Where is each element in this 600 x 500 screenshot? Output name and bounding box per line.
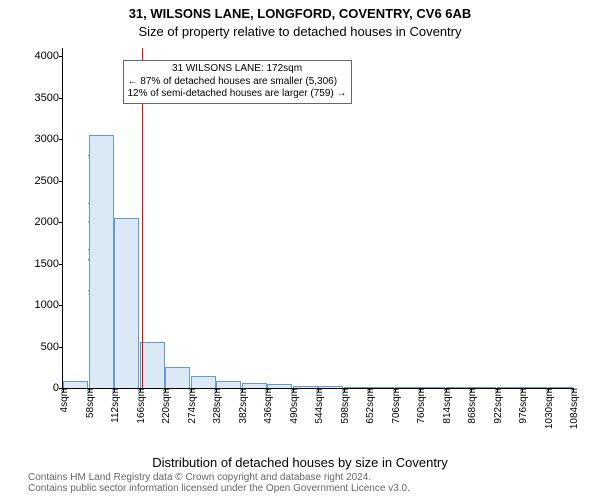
y-tick-mark [59,56,63,57]
y-tick-label: 1000 [35,299,59,311]
histogram-bar [89,135,114,388]
annotation-line-larger: 12% of semi-detached houses are larger (… [128,88,347,101]
x-tick-label: 814sqm [442,388,453,424]
annotation-title: 31 WILSONS LANE: 172sqm [128,63,347,76]
x-tick-label: 220sqm [161,388,172,424]
plot-area: 050010001500200025003000350040004sqm58sq… [62,48,573,389]
chart-title-line2: Size of property relative to detached ho… [0,24,600,39]
x-tick-label: 4sqm [59,388,70,412]
chart-container: { "title": { "line1": "31, WILSONS LANE,… [0,0,600,500]
x-axis-label: Distribution of detached houses by size … [0,455,600,470]
y-tick-label: 3500 [35,92,59,104]
x-tick-label: 382sqm [238,388,249,424]
x-tick-label: 112sqm [110,388,121,423]
x-tick-label: 976sqm [518,388,529,424]
x-tick-label: 706sqm [391,388,402,424]
x-tick-label: 544sqm [314,388,325,424]
y-tick-label: 2500 [35,175,59,187]
x-tick-label: 868sqm [467,388,478,424]
x-tick-label: 274sqm [187,388,198,424]
y-tick-label: 3000 [35,133,59,145]
x-tick-label: 436sqm [263,388,274,424]
annotation-box: 31 WILSONS LANE: 172sqm← 87% of detached… [123,60,352,104]
annotation-line-smaller: ← 87% of detached houses are smaller (5,… [128,76,347,89]
histogram-bar [63,381,88,388]
y-tick-mark [59,139,63,140]
y-tick-label: 2000 [35,216,59,228]
y-tick-mark [59,98,63,99]
x-tick-label: 1030sqm [544,388,555,429]
histogram-bar [191,376,216,388]
x-tick-label: 328sqm [212,388,223,424]
histogram-bar [216,381,241,388]
y-tick-label: 1500 [35,258,59,270]
footer-attribution: Contains HM Land Registry data © Crown c… [28,472,410,494]
x-tick-label: 922sqm [493,388,504,424]
histogram-bar [165,367,190,388]
y-tick-mark [59,347,63,348]
histogram-bar [114,218,139,388]
y-tick-mark [59,181,63,182]
y-tick-mark [59,305,63,306]
x-tick-label: 598sqm [340,388,351,424]
y-tick-label: 4000 [35,50,59,62]
x-tick-label: 760sqm [416,388,427,424]
y-tick-label: 500 [41,341,59,353]
y-tick-mark [59,264,63,265]
x-tick-label: 1084sqm [569,388,580,429]
y-tick-mark [59,222,63,223]
x-tick-label: 490sqm [289,388,300,424]
x-tick-label: 166sqm [136,388,147,424]
x-tick-label: 58sqm [85,388,96,418]
x-tick-label: 652sqm [365,388,376,424]
chart-title-line1: 31, WILSONS LANE, LONGFORD, COVENTRY, CV… [0,6,600,21]
